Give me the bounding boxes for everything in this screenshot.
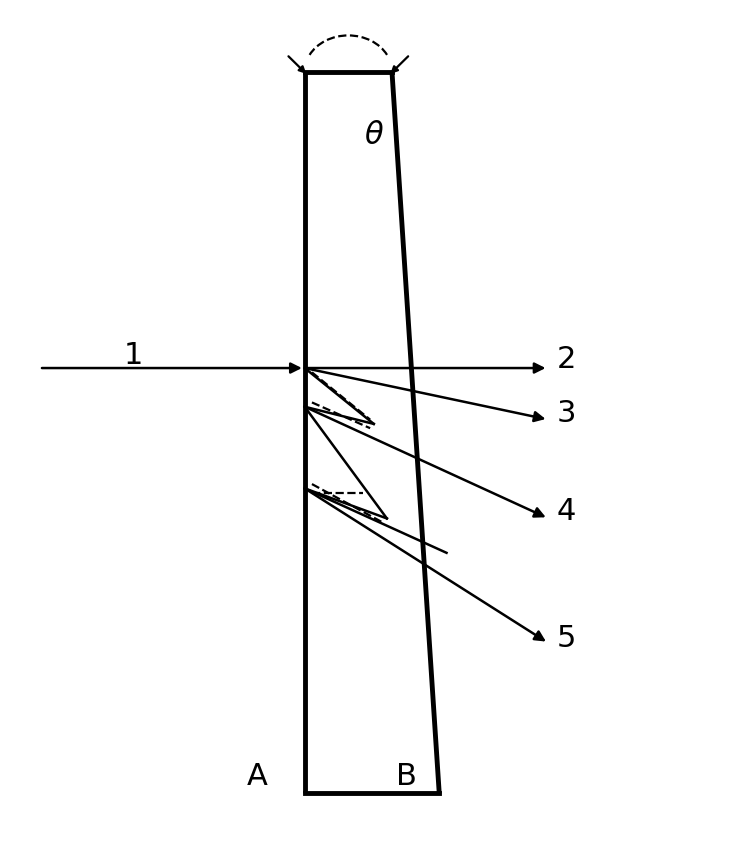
Text: 3: 3 <box>557 399 576 428</box>
Text: B: B <box>396 762 417 791</box>
Text: 4: 4 <box>557 497 576 526</box>
Text: A: A <box>247 762 268 791</box>
Text: 1: 1 <box>124 341 144 369</box>
Text: 2: 2 <box>557 345 576 374</box>
Text: θ: θ <box>364 121 383 151</box>
Text: 5: 5 <box>557 625 576 653</box>
